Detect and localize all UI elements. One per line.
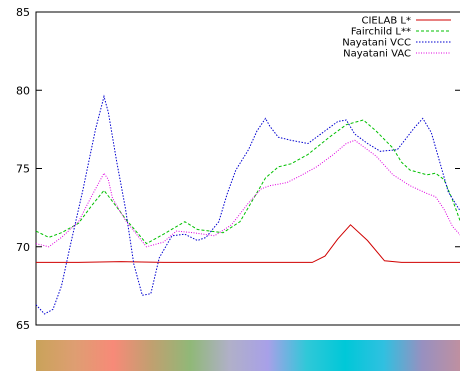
- y-tick-label: 80: [16, 84, 30, 97]
- legend-label: CIELAB L*: [361, 16, 411, 27]
- series-line-2: [35, 94, 460, 315]
- series-line-1: [35, 119, 460, 245]
- series-lines: [35, 94, 460, 315]
- y-tick-label: 65: [16, 319, 30, 332]
- y-tick-label: 75: [16, 163, 30, 176]
- legend-label: Fairchild L**: [351, 27, 411, 38]
- legend: CIELAB L*Fairchild L**Nayatani VCCNayata…: [342, 16, 451, 60]
- y-tick-label: 70: [16, 241, 30, 254]
- legend-label: Nayatani VAC: [343, 49, 411, 60]
- series-line-0: [36, 224, 460, 263]
- hue-color-strip: [36, 340, 460, 371]
- legend-label: Nayatani VCC: [342, 38, 411, 49]
- y-axis-ticks: 65 70 75 80 85: [16, 6, 460, 332]
- y-tick-label: 85: [16, 6, 30, 19]
- series-line-3: [35, 139, 460, 248]
